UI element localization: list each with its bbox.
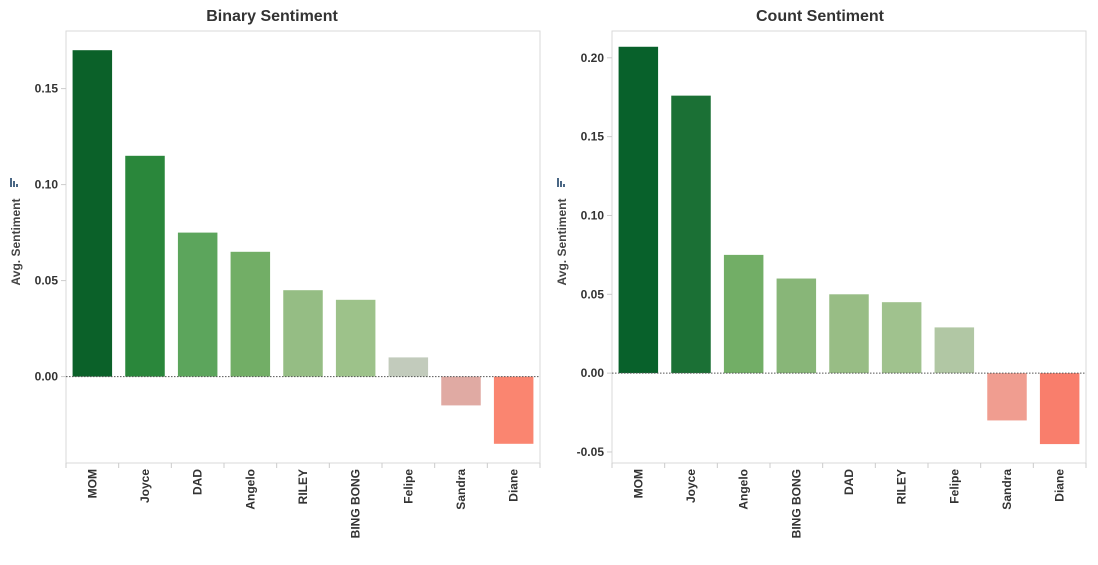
bar-angelo[interactable]: [723, 254, 764, 374]
bars: [72, 50, 534, 444]
y-tick-label: 0.05: [35, 274, 59, 288]
plot-frame: [611, 30, 1087, 464]
bar-dad[interactable]: [177, 232, 218, 377]
bar-bing-bong[interactable]: [335, 299, 376, 377]
bar-felipe[interactable]: [934, 327, 975, 374]
binary-sentiment-chart: Binary Sentiment Avg. Sentiment 0.00 0.05…: [9, 8, 541, 539]
bar-joyce[interactable]: [671, 95, 711, 374]
bar-diane[interactable]: [493, 376, 534, 444]
x-category-label: Joyce: [138, 469, 152, 503]
x-axis: [65, 463, 541, 468]
y-axis-ticks: 0.00 0.05 0.10 0.15: [35, 82, 66, 384]
x-category-label: RILEY: [895, 469, 909, 504]
bar-felipe[interactable]: [388, 357, 429, 377]
bar-joyce[interactable]: [125, 155, 165, 377]
x-category-label: Angelo: [243, 469, 257, 510]
y-tick-label: 0.00: [35, 370, 59, 384]
y-tick-label: 0.20: [581, 51, 605, 65]
y-axis-label-group: Avg. Sentiment: [555, 178, 569, 285]
chart-title: Binary Sentiment: [206, 8, 338, 25]
plot-frame: [65, 30, 541, 464]
bar-diane[interactable]: [1039, 373, 1080, 445]
y-axis-label-group: Avg. Sentiment: [9, 178, 23, 285]
bar-bing-bong[interactable]: [776, 278, 817, 374]
y-tick-label: 0.15: [581, 130, 605, 144]
y-tick-label: 0.10: [581, 208, 605, 222]
x-category-label: DAD: [842, 469, 856, 495]
x-category-label: Sandra: [1000, 469, 1014, 510]
x-category-label: Angelo: [737, 469, 751, 510]
x-category-label: BING BONG: [349, 469, 363, 538]
axis-sort-icon-bar: [560, 181, 562, 187]
x-axis: [611, 463, 1087, 468]
axis-sort-icon-bar: [16, 184, 18, 187]
x-category-label: DAD: [191, 469, 205, 495]
axis-sort-icon-bar: [13, 181, 15, 187]
x-category-label: MOM: [85, 469, 99, 498]
bar-sandra[interactable]: [987, 373, 1027, 421]
bar-angelo[interactable]: [230, 251, 271, 377]
axis-sort-icon[interactable]: [10, 178, 12, 187]
x-category-label: Felipe: [401, 469, 415, 504]
count-sentiment-chart: Count Sentiment Avg. Sentiment -0.05 0.00…: [555, 8, 1087, 539]
y-tick-label: 0.05: [581, 287, 605, 301]
bar-dad[interactable]: [829, 294, 869, 374]
x-category-label: BING BONG: [789, 469, 803, 538]
x-category-label: Joyce: [684, 469, 698, 503]
axis-sort-icon[interactable]: [557, 178, 559, 187]
x-category-label: Diane: [1053, 469, 1067, 502]
category-labels: MOM Joyce Angelo BING BONG DAD RILEY Felipe San…: [631, 469, 1066, 539]
x-category-label: MOM: [631, 469, 645, 498]
y-axis-ticks: -0.05 0.00 0.05 0.10 0.15 0.20: [577, 51, 612, 459]
y-axis-label: Avg. Sentiment: [9, 199, 23, 286]
y-axis-label: Avg. Sentiment: [555, 199, 569, 286]
axis-sort-icon-bar: [563, 184, 565, 187]
bar-riley[interactable]: [881, 302, 922, 374]
x-category-label: Felipe: [947, 469, 961, 504]
bar-mom[interactable]: [618, 46, 659, 374]
chart-title: Count Sentiment: [756, 8, 885, 25]
y-tick-label: 0.00: [581, 366, 605, 380]
category-labels: MOM Joyce DAD Angelo RILEY BING BONG Felipe San…: [85, 469, 520, 539]
x-category-label: RILEY: [296, 469, 310, 504]
y-tick-label: -0.05: [577, 445, 605, 459]
bars: [618, 46, 1080, 445]
y-tick-label: 0.15: [35, 82, 59, 96]
y-tick-label: 0.10: [35, 178, 59, 192]
x-category-label: Sandra: [454, 469, 468, 510]
x-category-label: Diane: [507, 469, 521, 502]
bar-mom[interactable]: [72, 50, 113, 377]
bar-sandra[interactable]: [441, 376, 481, 406]
bar-riley[interactable]: [283, 290, 323, 377]
